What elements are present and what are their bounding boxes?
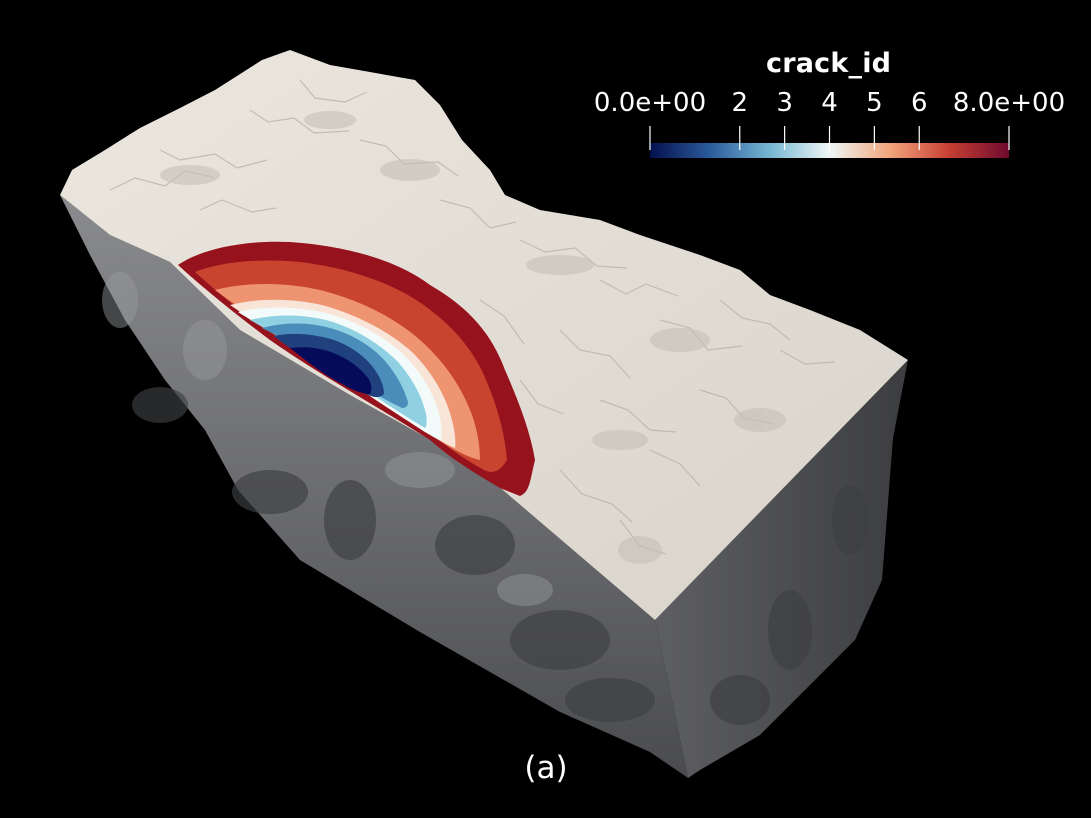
colorbar-tick-label: 2 — [731, 88, 749, 118]
top-texture — [109, 79, 836, 555]
colorbar-tick-label: 6 — [910, 88, 928, 118]
colorbar-tick-label: 8.0e+00 — [952, 88, 1066, 118]
colorbar-tick-label: 0.0e+00 — [593, 88, 707, 118]
crack-band-0 — [290, 347, 372, 394]
colorbar-tick-label: 3 — [776, 88, 793, 118]
colorbar-tick-label: 4 — [821, 88, 838, 118]
colorbar-ticks — [649, 126, 1010, 150]
crack-bands — [178, 241, 535, 496]
side-highlights — [102, 272, 553, 606]
colorbar-tick-label: 5 — [866, 88, 883, 118]
side-shading — [132, 387, 868, 725]
colorbar-title: crack_id — [766, 48, 892, 79]
panel-label: (a) — [524, 750, 568, 786]
right-side-face — [655, 360, 908, 778]
top-shadows — [160, 111, 786, 564]
